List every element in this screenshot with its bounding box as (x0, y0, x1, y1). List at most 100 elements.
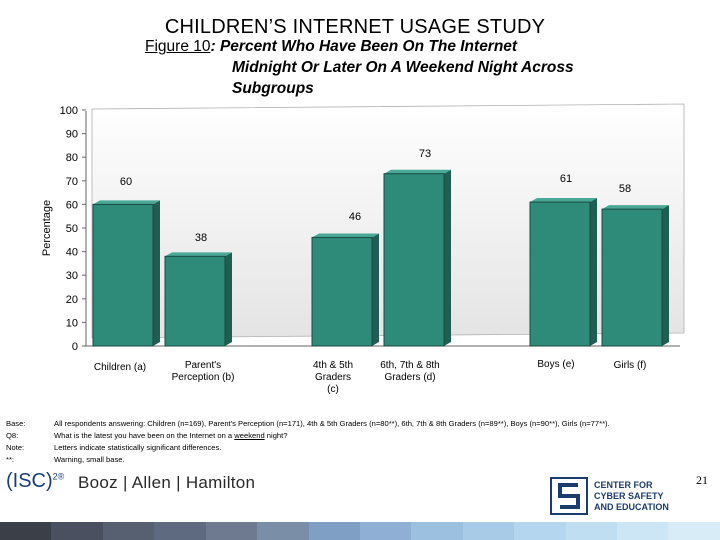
y-tick-label: 60 (66, 199, 78, 211)
x-category-label-line: Girls (f) (614, 360, 647, 371)
cyber-safety-mark-icon (550, 477, 588, 515)
note-note: Note: Letters indicate statistically sig… (6, 442, 716, 454)
bar (164, 255, 226, 347)
bar-data-label: 46 (349, 211, 361, 223)
x-category-label-line: 4th & 5th (313, 360, 353, 371)
cyber-safety-text: CENTER FOR CYBER SAFETY AND EDUCATION (594, 480, 669, 513)
note-value-pre: What is the latest you have been on the … (54, 431, 235, 440)
x-category-label: Parent's Perception (b) (172, 360, 235, 383)
y-tick-label: 30 (66, 270, 78, 282)
bar (529, 201, 591, 347)
bar-top (602, 205, 669, 210)
isc2-logo-text: (ISC) (6, 470, 53, 492)
color-bar-segment (205, 522, 258, 540)
bar-top (384, 169, 451, 174)
color-bar-segment (257, 522, 309, 540)
bar-side (590, 198, 597, 346)
x-category-label: Children (a) (94, 362, 146, 373)
x-category-label: Boys (e) (537, 359, 574, 370)
y-tick-label: 100 (60, 105, 78, 117)
note-value: What is the latest you have been on the … (54, 430, 716, 442)
bar-data-label: 60 (120, 176, 132, 188)
note-value: All respondents answering: Children (n=1… (54, 419, 610, 428)
bar-side (444, 169, 451, 346)
x-category-label-line: Boys (e) (537, 359, 574, 370)
y-tick-label: 40 (66, 247, 78, 259)
notes-section: Base: All respondents answering: Childre… (6, 418, 716, 466)
note-key: **: (6, 455, 15, 464)
note-value-post: night? (264, 431, 288, 440)
y-tick-label: 80 (66, 152, 78, 164)
bar (311, 236, 373, 347)
cyber-line1: CENTER FOR (594, 479, 653, 490)
x-category-label: 4th & 5th Graders (c) (313, 360, 353, 395)
slide-title: CHILDREN’S INTERNET USAGE STUDY (164, 16, 546, 38)
isc2-logo: (ISC)2® (6, 470, 64, 493)
bar-top (165, 252, 232, 257)
bar-data-label: 38 (195, 232, 207, 244)
bar (92, 203, 154, 347)
x-category-label-line: Parent's (185, 360, 221, 371)
color-bar-segment (359, 522, 412, 540)
x-category-label: Girls (f) (614, 360, 647, 371)
x-category-label-line: 6th, 7th & 8th (380, 360, 440, 371)
bar (383, 173, 445, 347)
y-tick-label: 70 (66, 176, 78, 188)
bar-top (93, 200, 160, 205)
x-category-label-line: Children (a) (94, 362, 146, 373)
figure-title-line3: Subgroups (232, 80, 314, 97)
bar-chart: 0 10 20 30 40 50 60 70 80 90 100 60 38 46 73 61 58 Chil… (41, 103, 685, 395)
note-key: Base: (6, 419, 26, 428)
figure-title-line2: Midnight Or Later On A Weekend Night Acr… (232, 59, 574, 76)
bar-side (372, 233, 379, 346)
x-category-label-line: Perception (b) (172, 372, 235, 383)
bar-data-label: 58 (619, 183, 631, 195)
note-key: Q8: (6, 431, 19, 440)
color-bar-segment (308, 522, 360, 540)
cyber-line2: CYBER SAFETY (594, 490, 664, 501)
note-warning: **: Warning, small base. (6, 454, 716, 466)
color-bar-segment (154, 522, 206, 540)
y-axis-label: Percentage (41, 200, 53, 256)
note-value: Warning, small base. (54, 455, 125, 464)
bar-top (530, 198, 597, 203)
color-bar-segment (51, 522, 103, 540)
note-question: Q8: What is the latest you have been on … (6, 430, 716, 442)
figure-label: Figure 10 (145, 38, 211, 55)
y-tick-label: 20 (66, 294, 78, 306)
bar-side (225, 252, 232, 346)
cyber-safety-logo: CENTER FOR CYBER SAFETY AND EDUCATION (550, 476, 669, 516)
color-bar-segment (411, 522, 463, 540)
x-category-label: 6th, 7th & 8th Graders (d) (380, 360, 440, 383)
y-tick-label: 10 (66, 317, 78, 329)
bar-side (153, 200, 160, 346)
y-tick-label: 0 (72, 341, 78, 353)
bar-top (312, 233, 379, 238)
y-tick-label: 90 (66, 129, 78, 141)
note-key: Note: (6, 443, 25, 452)
x-category-label-line: Graders (d) (384, 372, 435, 383)
booz-allen-hamilton-logo: Booz | Allen | Hamilton (78, 473, 256, 492)
footer-color-bar (0, 522, 720, 540)
figure-title-line1: : Percent Who Have Been On The Internet (210, 38, 518, 55)
color-bar-segment (462, 522, 515, 540)
isc2-logo-sup: 2® (52, 471, 65, 482)
bar (601, 208, 663, 347)
color-bar-segment (617, 522, 669, 540)
color-bar-segment (102, 522, 155, 540)
note-base: Base: All respondents answering: Childre… (6, 418, 716, 430)
cyber-line3: AND EDUCATION (594, 501, 669, 512)
figure-title: Figure 10: Percent Who Have Been On The … (145, 36, 665, 99)
y-tick-label: 50 (66, 223, 78, 235)
color-bar-segment (514, 522, 566, 540)
note-value: Letters indicate statistically significa… (54, 443, 222, 452)
x-category-label-line: Graders (315, 372, 351, 383)
bar-data-label: 61 (560, 173, 572, 185)
x-category-label-line: (c) (327, 384, 339, 395)
note-value-underlined: weekend (234, 431, 265, 440)
bar-data-label: 73 (419, 148, 431, 160)
page-number: 21 (696, 473, 708, 487)
color-bar-segment (565, 522, 618, 540)
bar-side (662, 205, 669, 346)
color-bar-segment (668, 522, 720, 540)
